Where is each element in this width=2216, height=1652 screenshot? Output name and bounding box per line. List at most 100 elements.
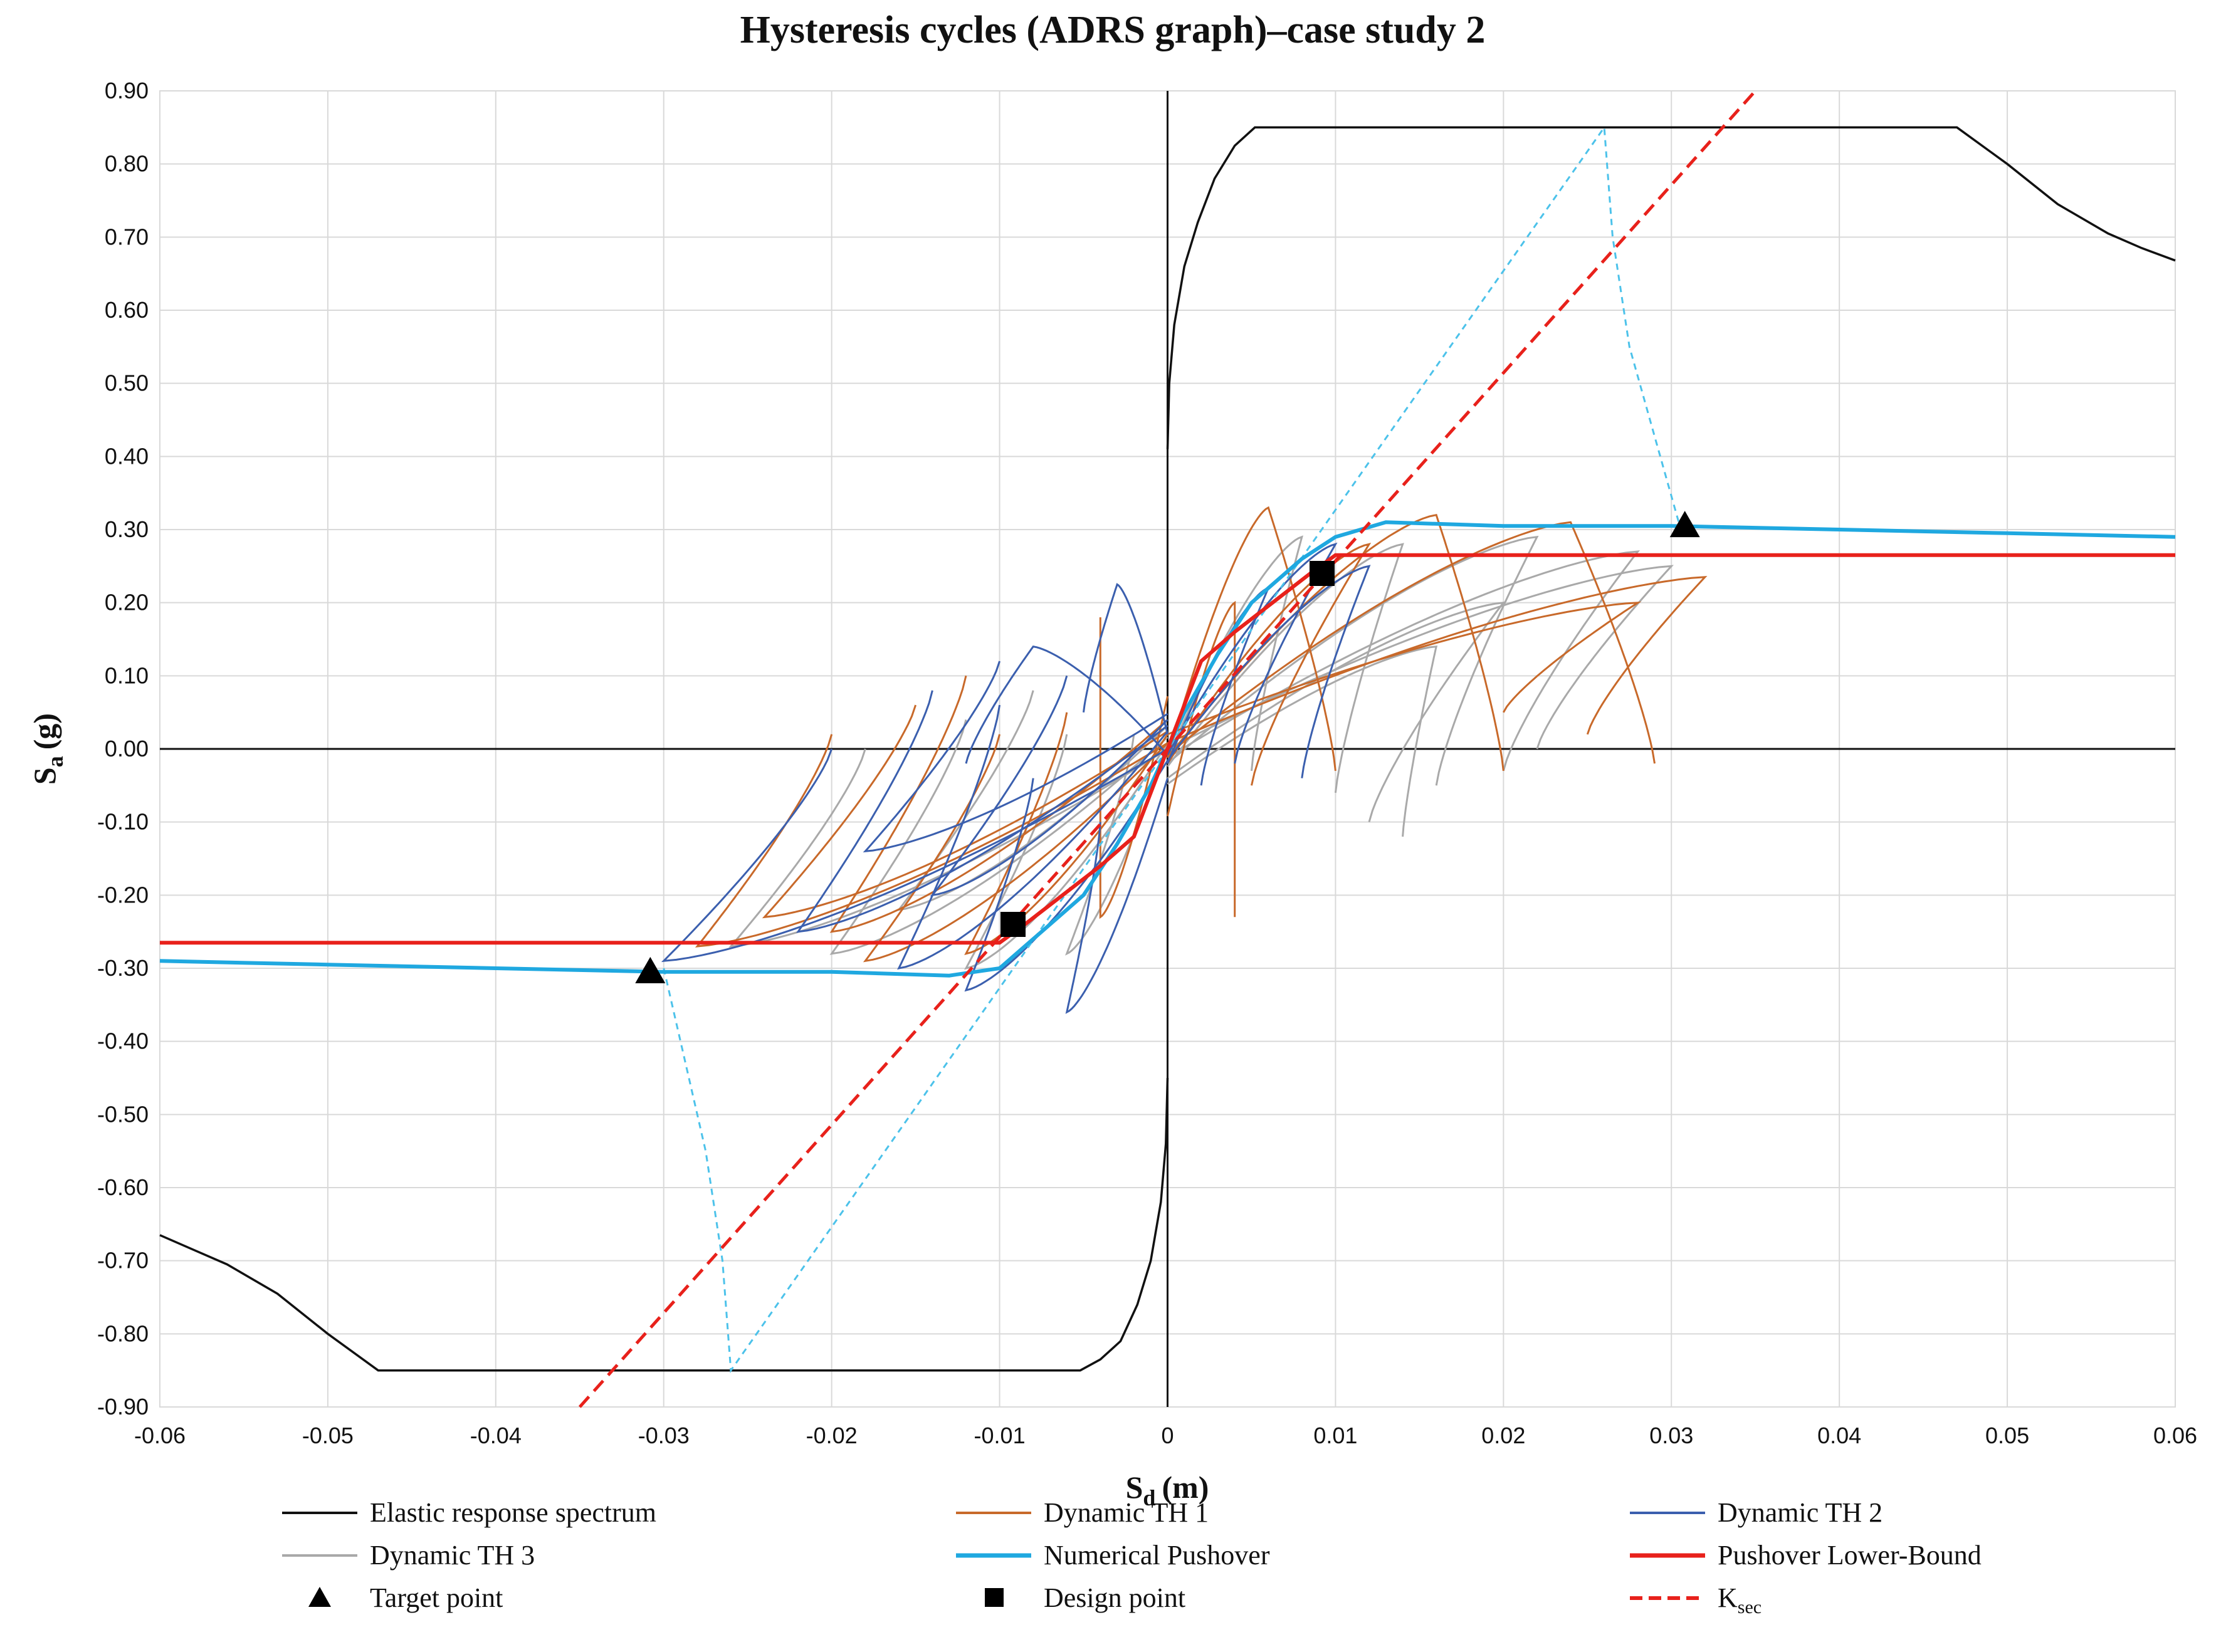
th2-loop: [1167, 565, 1371, 778]
th1-loop: [1167, 576, 1708, 745]
th3-loop: [1167, 543, 1404, 793]
y-axis-label-unit: (g): [27, 713, 62, 750]
series-th3: [728, 535, 1674, 970]
y-tick-label: -0.40: [97, 1028, 149, 1054]
y-tick-label: 0.80: [105, 151, 149, 177]
th3-loop: [1167, 550, 1641, 771]
legend-label: Dynamic TH 3: [370, 1540, 535, 1571]
legend-label: Pushover Lower-Bound: [1718, 1540, 1982, 1571]
ksec-line: [578, 90, 1757, 1408]
legend-label: Ksec: [1718, 1582, 1762, 1618]
y-tick-label: 0.60: [105, 297, 149, 323]
y-tick-label: 0.10: [105, 662, 149, 688]
series-th2: [661, 542, 1371, 1014]
x-tick-label: 0.06: [2153, 1423, 2197, 1448]
y-tick-label: -0.70: [97, 1248, 149, 1273]
elastic-spectrum-line: [1166, 126, 2176, 449]
x-axis-label-unit: (m): [1162, 1470, 1209, 1505]
design-point-marker: [1000, 912, 1026, 937]
target-point-marker: [1669, 511, 1700, 538]
x-tick-label: -0.04: [470, 1423, 522, 1448]
x-tick-label: -0.01: [974, 1423, 1026, 1448]
chart-title: Hysteresis cycles (ADRS graph)–case stud…: [740, 9, 1486, 51]
x-tick-label: 0.03: [1649, 1423, 1693, 1448]
x-tick-label: 0.04: [1817, 1423, 1861, 1448]
y-tick-label: 0.50: [105, 370, 149, 396]
th2-loop: [930, 675, 1168, 897]
y-tick-label: -0.30: [97, 955, 149, 981]
target-point-marker: [635, 956, 666, 983]
x-axis-label: Sd (m): [1126, 1470, 1209, 1510]
y-tick-label: 0.40: [105, 443, 149, 469]
x-axis-ticks: -0.06 -0.05 -0.04 -0.03 -0.02 -0.01 0 0.01 0.02 0…: [134, 1423, 2197, 1448]
th2-loop: [897, 704, 1168, 970]
th1-loop: [1167, 521, 1656, 764]
x-tick-label: -0.02: [806, 1423, 858, 1448]
x-axis-label-main: S: [1126, 1470, 1143, 1505]
th2-loop: [661, 748, 1168, 963]
legend-label: Dynamic TH 2: [1718, 1497, 1883, 1528]
y-tick-label: 0.70: [105, 224, 149, 249]
th1-loop: [1167, 600, 1236, 917]
legend-swatch: [308, 1587, 331, 1607]
legend-item-target: Target point: [308, 1582, 503, 1613]
x-tick-label: 0.02: [1481, 1423, 1525, 1448]
th3-loop: [829, 719, 1168, 955]
y-tick-label: -0.50: [97, 1101, 149, 1127]
legend-label: Numerical Pushover: [1044, 1540, 1270, 1571]
plot-area: [159, 90, 2176, 1408]
th2-loop: [1065, 778, 1168, 1014]
legend-label: Dynamic TH 1: [1044, 1497, 1209, 1528]
x-tick-label: -0.05: [302, 1423, 354, 1448]
x-axis-label-sub: d: [1143, 1485, 1155, 1510]
legend-label: Elastic response spectrum: [370, 1497, 656, 1528]
y-tick-label: -0.20: [97, 882, 149, 907]
y-axis-label-main: S: [27, 767, 62, 785]
th2-loop: [1083, 583, 1168, 735]
th2-loop: [965, 646, 1168, 764]
th3-loop: [728, 748, 1168, 948]
y-tick-label: 0.00: [105, 736, 149, 761]
elastic-spectrum-line: [159, 1077, 1169, 1372]
th2-loop: [863, 661, 1168, 853]
y-axis-label-sub: a: [43, 756, 68, 767]
legend-label: Target point: [370, 1582, 503, 1613]
legend-label: Design point: [1044, 1582, 1185, 1613]
th2-loop: [796, 690, 1168, 933]
x-tick-label: 0.05: [1985, 1423, 2029, 1448]
th2-loop: [1167, 542, 1338, 764]
th2-loop: [964, 760, 1168, 992]
y-tick-label: 0.90: [105, 78, 149, 103]
y-tick-label: -0.90: [97, 1394, 149, 1419]
y-axis-label: Sa (g): [27, 713, 68, 785]
x-tick-label: 0: [1161, 1423, 1174, 1448]
legend-item-design: Design point: [985, 1582, 1185, 1613]
design-point-marker: [1309, 561, 1335, 586]
y-axis-ticks: 0.90 0.80 0.70 0.60 0.50 0.40 0.30 0.20 0.10 0.00…: [97, 78, 149, 1419]
legend-item-th3: Dynamic TH 3: [282, 1540, 535, 1571]
th3-loop: [1167, 535, 1539, 786]
th3-loop: [1167, 645, 1438, 837]
th1-loop: [1167, 601, 1642, 736]
legend-item-pushover: Numerical Pushover: [956, 1540, 1270, 1571]
th1-loop: [762, 704, 1168, 919]
legend-item-th2: Dynamic TH 2: [1630, 1497, 1883, 1528]
x-tick-label: 0.01: [1313, 1423, 1357, 1448]
x-tick-label: -0.03: [638, 1423, 690, 1448]
legend-swatch: [985, 1588, 1004, 1607]
y-tick-label: -0.60: [97, 1174, 149, 1200]
y-tick-label: -0.10: [97, 809, 149, 835]
y-tick-label: 0.30: [105, 516, 149, 542]
legend-item-lower_bound: Pushover Lower-Bound: [1630, 1540, 1982, 1571]
legend-item-th1: Dynamic TH 1: [956, 1497, 1209, 1528]
x-tick-label: -0.06: [134, 1423, 186, 1448]
legend: Elastic response spectrum Dynamic TH 1 Dyn…: [282, 1497, 1982, 1618]
th1-loop: [863, 734, 1168, 963]
th3-loop: [1167, 601, 1506, 823]
y-tick-label: -0.80: [97, 1320, 149, 1346]
th1-loop: [1167, 506, 1336, 771]
legend-item-elastic: Elastic response spectrum: [282, 1497, 656, 1528]
legend-item-ksec: Ksec: [1630, 1582, 1762, 1618]
y-tick-label: 0.20: [105, 590, 149, 615]
